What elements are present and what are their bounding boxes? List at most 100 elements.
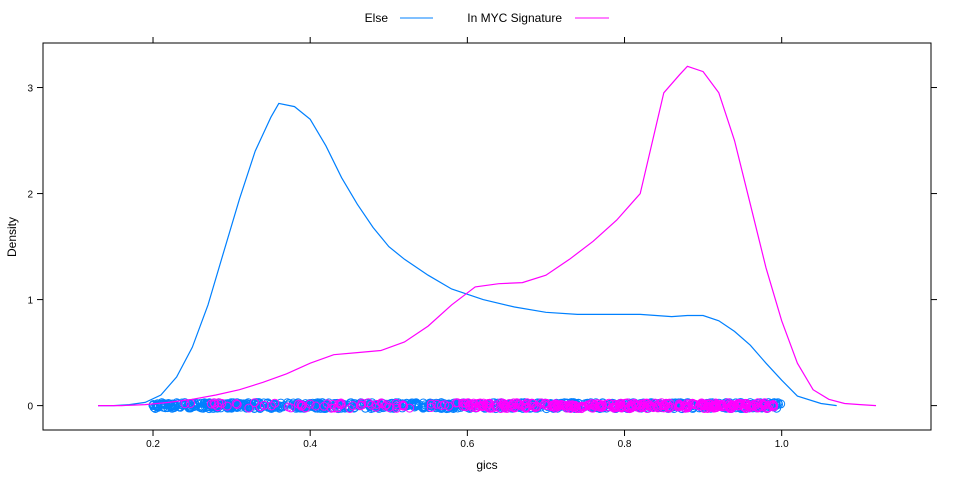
rug-point-else xyxy=(774,399,783,409)
rug-point-in-myc-signature xyxy=(648,403,658,413)
rug-point-in-myc-signature xyxy=(376,398,386,408)
rug-point-in-myc-signature xyxy=(547,402,557,412)
rug-point-in-myc-signature xyxy=(231,399,241,409)
rug-point-in-myc-signature xyxy=(469,398,479,408)
rug-point-in-myc-signature xyxy=(609,403,619,413)
x-tick-label: 0.6 xyxy=(460,439,474,450)
rug-point-in-myc-signature xyxy=(232,400,242,409)
rug-point-in-myc-signature xyxy=(244,403,254,413)
rug-point-in-myc-signature xyxy=(557,400,567,410)
rug-point-in-myc-signature xyxy=(514,399,524,409)
rug-point-in-myc-signature xyxy=(625,404,635,414)
rug-point-in-myc-signature xyxy=(444,401,454,411)
rug-point-else xyxy=(362,399,372,409)
rug-point-else xyxy=(279,401,289,411)
x-tick-label: 0.2 xyxy=(146,439,160,450)
rug-point-in-myc-signature xyxy=(549,400,559,410)
x-tick-label: 1.0 xyxy=(775,439,789,450)
rug-point-in-myc-signature xyxy=(663,399,673,409)
rug-point-in-myc-signature xyxy=(460,398,469,408)
rug-point-in-myc-signature xyxy=(769,402,778,412)
rug-point-in-myc-signature xyxy=(384,402,394,412)
rug-point-in-myc-signature xyxy=(367,400,377,410)
rug-point-in-myc-signature xyxy=(682,403,692,413)
rug-point-in-myc-signature xyxy=(627,401,637,411)
rug-point-in-myc-signature xyxy=(484,403,494,413)
rug-point-in-myc-signature xyxy=(297,401,307,410)
rug-point-in-myc-signature xyxy=(294,399,303,409)
series-line-else xyxy=(98,102,837,407)
rug-point-in-myc-signature xyxy=(399,401,409,411)
rug-point-in-myc-signature xyxy=(440,400,450,410)
y-tick-label: 3 xyxy=(27,84,33,95)
rug-point-in-myc-signature xyxy=(426,399,436,409)
rug-point-in-myc-signature xyxy=(650,398,660,408)
rug-point-in-myc-signature xyxy=(552,400,562,410)
rug-point-in-myc-signature xyxy=(222,401,232,411)
rug-point-in-myc-signature xyxy=(391,398,401,408)
legend-label-else: Else xyxy=(365,11,389,25)
rug-point-in-myc-signature xyxy=(326,403,336,413)
rug-point-in-myc-signature xyxy=(501,402,511,412)
rug-point-in-myc-signature xyxy=(725,404,735,413)
rug-point-in-myc-signature xyxy=(691,399,701,409)
y-tick-label: 1 xyxy=(27,296,33,307)
rug-point-in-myc-signature xyxy=(723,398,733,408)
y-tick-label: 2 xyxy=(27,190,33,201)
rug-point-in-myc-signature xyxy=(578,401,588,411)
rug-point-else xyxy=(152,400,162,410)
rug-point-in-myc-signature xyxy=(616,402,626,412)
rug-point-in-myc-signature xyxy=(666,402,676,412)
rug-point-else xyxy=(243,398,253,408)
rug-point-in-myc-signature xyxy=(437,401,446,410)
rug-point-in-myc-signature xyxy=(517,401,527,411)
rug-point-in-myc-signature xyxy=(542,401,552,411)
rug-point-else xyxy=(175,402,185,412)
rug-point-else xyxy=(173,399,183,409)
rug-point-in-myc-signature xyxy=(283,402,293,412)
y-axis-title: Density xyxy=(5,217,19,257)
rug-point-in-myc-signature xyxy=(733,399,742,409)
rug-point-else xyxy=(159,399,169,409)
y-axis: 0 1 2 3 xyxy=(27,84,937,413)
rug-point-in-myc-signature xyxy=(250,398,259,408)
rug-point-in-myc-signature xyxy=(604,398,614,408)
rug-point-in-myc-signature xyxy=(704,402,714,412)
rug-point-in-myc-signature xyxy=(259,400,269,410)
rug-point-in-myc-signature xyxy=(588,399,598,409)
series-layer xyxy=(98,65,877,407)
rug-point-in-myc-signature xyxy=(255,402,265,412)
rug-point-in-myc-signature xyxy=(329,403,339,413)
rug-point-in-myc-signature xyxy=(612,402,621,412)
rug-point-else xyxy=(254,398,264,408)
rug-point-in-myc-signature xyxy=(679,401,689,411)
x-tick-label: 0.4 xyxy=(303,439,317,450)
rug-point-in-myc-signature xyxy=(500,400,509,410)
rug-point-in-myc-signature xyxy=(426,403,436,412)
rug-point-in-myc-signature xyxy=(452,398,462,408)
rug-point-else xyxy=(352,400,362,410)
rug-point-in-myc-signature xyxy=(484,399,493,408)
rug-point-else xyxy=(152,401,162,411)
rug-point-else xyxy=(189,402,198,412)
rug-point-in-myc-signature xyxy=(528,399,538,409)
rug-point-in-myc-signature xyxy=(267,401,276,411)
rug-layer xyxy=(148,398,786,414)
rug-point-in-myc-signature xyxy=(505,401,515,411)
rug-point-in-myc-signature xyxy=(753,398,763,408)
rug-point-in-myc-signature xyxy=(217,398,227,408)
rug-point-in-myc-signature xyxy=(578,402,588,412)
rug-point-in-myc-signature xyxy=(576,404,586,414)
rug-point-in-myc-signature xyxy=(738,399,748,409)
rug-point-in-myc-signature xyxy=(270,398,280,408)
rug-point-else xyxy=(411,398,420,408)
rug-point-in-myc-signature xyxy=(639,402,649,412)
rug-point-in-myc-signature xyxy=(566,401,576,411)
rug-point-else xyxy=(323,400,333,410)
rug-point-in-myc-signature xyxy=(345,404,355,413)
x-axis-title: gics xyxy=(476,458,497,472)
rug-point-in-myc-signature xyxy=(653,403,663,413)
rug-point-in-myc-signature xyxy=(636,399,646,409)
x-tick-label: 0.8 xyxy=(618,439,632,450)
